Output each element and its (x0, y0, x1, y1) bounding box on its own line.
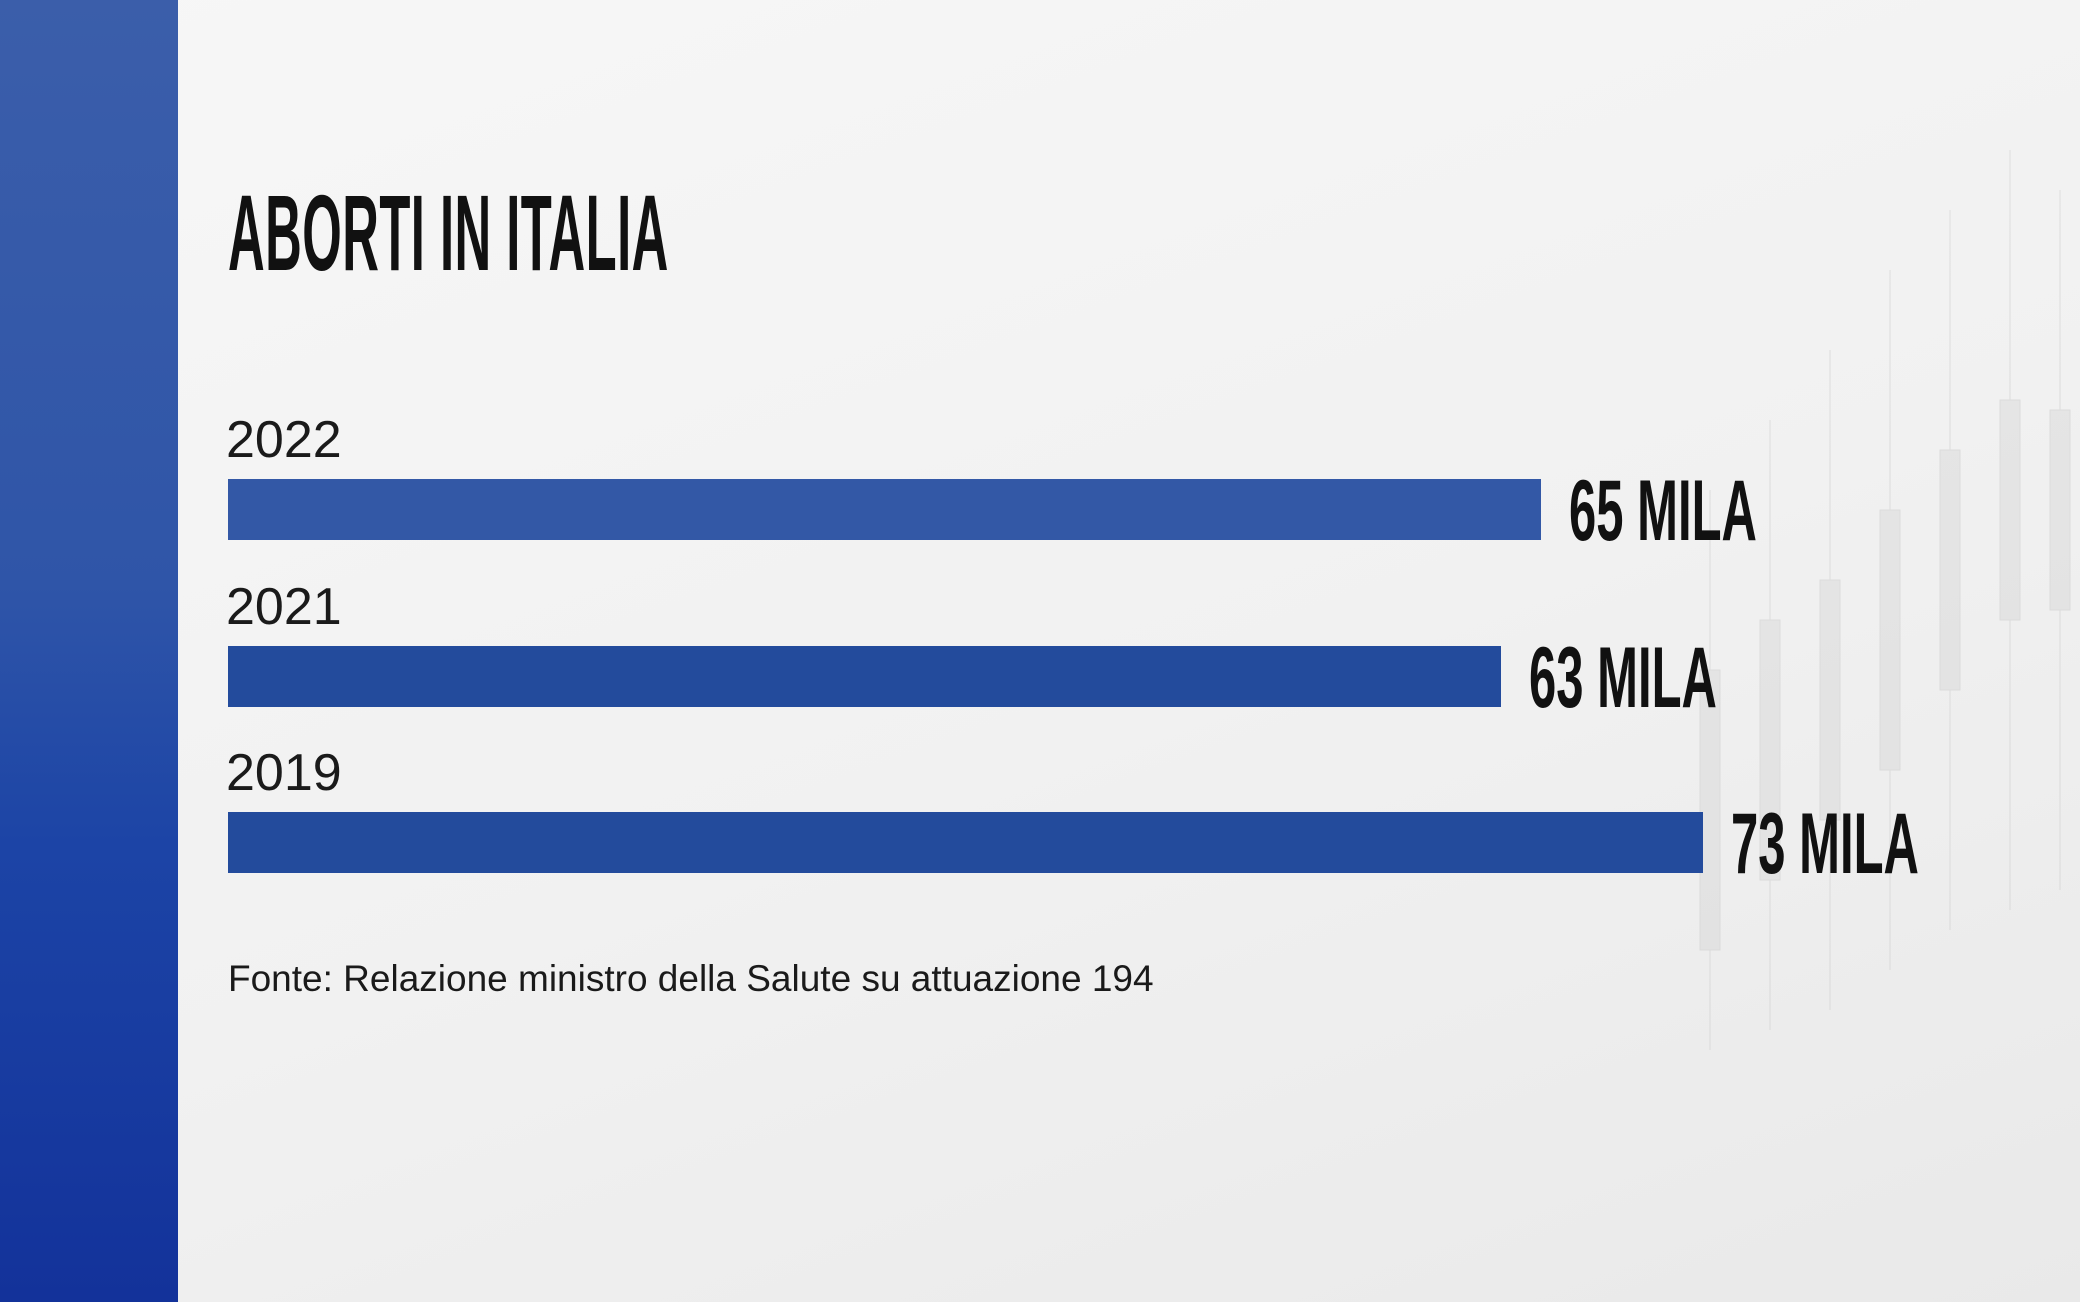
year-label: 2022 (226, 411, 342, 469)
bar-2021 (228, 646, 1501, 707)
bar-2022 (228, 479, 1542, 540)
value-label: 63 MILA (1528, 630, 1717, 726)
bar-2019 (228, 812, 1703, 873)
source-note: Fonte: Relazione ministro della Salute s… (228, 958, 1154, 999)
value-label: 65 MILA (1569, 463, 1758, 559)
value-label: 73 MILA (1731, 796, 1919, 892)
chart-title: ABORTI IN ITALIA (228, 172, 669, 293)
background-candlestick-decoration (1699, 150, 2071, 1050)
year-label: 2019 (226, 744, 342, 802)
year-label: 2021 (226, 578, 342, 636)
side-decorative-panel (0, 0, 178, 1302)
